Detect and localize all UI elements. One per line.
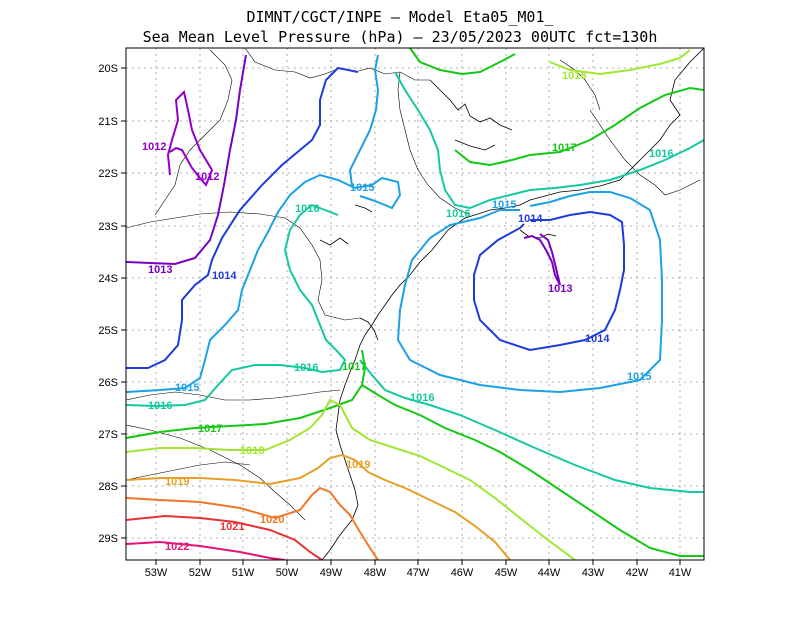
contour-label: 1014 (585, 333, 610, 345)
isobar-labels: 1012 1012 1013 1013 1014 1014 1014 1015 … (142, 70, 673, 553)
plot-frame (125, 47, 705, 561)
contour-label: 1015 (175, 382, 199, 394)
lon-tick-label: 42W (626, 567, 649, 579)
contour-label: 1015 (492, 199, 516, 211)
contour-label: 1018 (562, 70, 586, 82)
lon-tick-label: 52W (189, 567, 212, 579)
contour-label: 1012 (195, 171, 219, 183)
isobar-1017 (126, 48, 704, 557)
contour-label: 1014 (212, 270, 237, 282)
lon-tick-label: 44W (538, 567, 561, 579)
contour-label: 1016 (410, 392, 434, 404)
lat-tick-label: 28S (98, 481, 118, 493)
lon-tick-label: 50W (276, 567, 299, 579)
lon-tick-label: 49W (320, 567, 343, 579)
isobar-1014-west (126, 66, 359, 369)
lon-tick-label: 53W (145, 567, 168, 579)
isobar-1018 (126, 49, 691, 560)
contour-label: 1014 (518, 213, 543, 225)
contour-label: 1020 (260, 514, 284, 526)
contour-label: 1016 (148, 400, 172, 412)
contour-label: 1016 (649, 148, 673, 160)
coastline (319, 48, 704, 560)
chart-subtitle: Sea Mean Level Pressure (hPa) — 23/05/20… (142, 28, 658, 46)
grid (126, 48, 704, 560)
lat-tick-label: 29S (98, 533, 118, 545)
contour-label: 1013 (548, 283, 572, 295)
contour-label: 1012 (142, 141, 166, 153)
isobars (126, 48, 704, 560)
lat-tick-label: 25S (98, 325, 118, 337)
contour-label: 1017 (552, 142, 576, 154)
lat-tick-label: 21S (98, 116, 118, 128)
lat-axis: 20S 21S 22S 23S 24S 25S 26S 27S 28S 29S (98, 63, 118, 545)
lon-tick-label: 43W (582, 567, 605, 579)
contour-label: 1016 (295, 203, 319, 215)
contour-label: 1022 (165, 541, 189, 553)
isobar-1016 (126, 71, 704, 493)
tick-marks (121, 67, 681, 565)
contour-label: 1015 (627, 371, 651, 383)
isobar-1021 (126, 514, 323, 560)
lon-axis: 53W 52W 51W 50W 49W 48W 47W 46W 45W 44W … (145, 567, 692, 579)
isobar-1012 (166, 90, 214, 187)
lat-tick-label: 26S (98, 377, 118, 389)
lon-tick-label: 41W (669, 567, 692, 579)
isobar-1022 (126, 540, 286, 560)
isobar-1013-east (523, 233, 561, 286)
isobar-1020 (126, 486, 379, 560)
contour-label: 1015 (350, 182, 374, 194)
isobar-1019 (126, 453, 511, 560)
chart-title: DIMNT/CGCT/INPE — Model Eta05_M01_ (246, 8, 554, 26)
lon-tick-label: 48W (364, 567, 387, 579)
contour-label: 1021 (220, 521, 244, 533)
lat-tick-label: 27S (98, 429, 118, 441)
lat-tick-label: 23S (98, 221, 118, 233)
lat-tick-label: 24S (98, 273, 118, 285)
contour-label: 1017 (342, 361, 366, 373)
contour-label: 1016 (294, 362, 318, 374)
isobar-1014-east (473, 210, 625, 352)
contour-label: 1019 (165, 476, 189, 488)
isobar-1013-west (126, 54, 247, 266)
isobar-1015 (126, 54, 663, 394)
lon-tick-label: 47W (407, 567, 430, 579)
contour-label: 1019 (346, 459, 370, 471)
lat-tick-label: 20S (98, 63, 118, 75)
contour-label: 1018 (240, 445, 264, 457)
lon-tick-label: 51W (232, 567, 255, 579)
contour-label: 1017 (198, 423, 222, 435)
contour-label: 1013 (148, 264, 172, 276)
lon-tick-label: 45W (495, 567, 518, 579)
lon-tick-label: 46W (451, 567, 474, 579)
contour-label: 1016 (446, 208, 470, 220)
lat-tick-label: 22S (98, 168, 118, 180)
